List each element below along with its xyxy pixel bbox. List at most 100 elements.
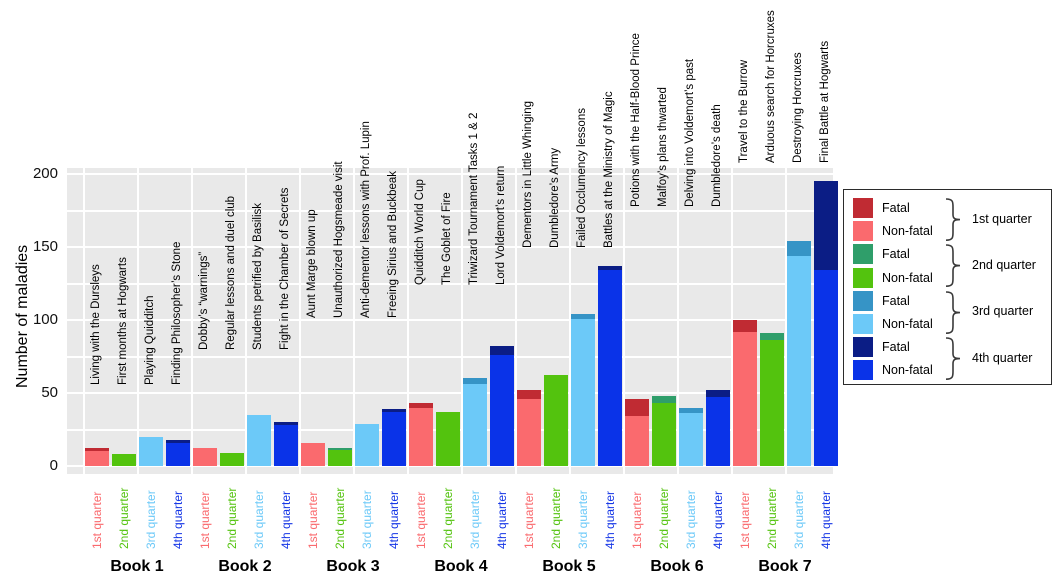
legend-swatch-q4-nonfatal xyxy=(853,360,873,381)
bar-book3-q2-nonfatal xyxy=(327,449,352,466)
gridline-y-100 xyxy=(67,319,833,321)
bar-book4-q4-fatal xyxy=(489,346,514,356)
gridline-x-13 xyxy=(785,168,787,474)
bar-book6-q2-nonfatal xyxy=(651,403,676,466)
episode-label-book2-q1: Dobby’s “warnings” xyxy=(197,251,210,350)
bar-book5-q4-fatal xyxy=(597,265,622,271)
book-label-6: Book 6 xyxy=(650,558,704,575)
bar-book6-q4-fatal xyxy=(705,390,730,398)
bar-book4-q2-nonfatal xyxy=(435,411,460,466)
gridline-y-150 xyxy=(67,246,833,248)
x-tick-book2-q2: 2nd quarter xyxy=(224,487,239,549)
y-tick-0: 0 xyxy=(49,457,58,474)
bar-book1-q1-nonfatal xyxy=(84,451,109,466)
bar-book3-q4-nonfatal xyxy=(381,411,406,466)
bar-book7-q3-nonfatal xyxy=(786,255,811,466)
book-label-3: Book 3 xyxy=(326,558,380,575)
bar-book7-q2-fatal xyxy=(759,333,784,341)
episode-label-book7-q3: Destroying Horcruxes xyxy=(791,52,804,163)
gridline-x-8 xyxy=(515,168,517,474)
legend-swatch-q1-nonfatal xyxy=(853,221,873,242)
bar-book2-q2-nonfatal xyxy=(219,452,244,466)
legend-quarter-4: 4th quarter xyxy=(972,350,1033,365)
bar-book5-q3-nonfatal xyxy=(570,318,595,466)
bar-book1-q2-nonfatal xyxy=(111,454,136,466)
legend-swatch-q1-fatal xyxy=(853,198,873,218)
bar-book5-q3-fatal xyxy=(570,314,595,319)
book-label-2: Book 2 xyxy=(218,558,272,575)
x-tick-book2-q4: 4th quarter xyxy=(278,490,293,549)
episode-label-book4-q1: Quidditch World Cup xyxy=(413,179,426,285)
bar-book7-q1-fatal xyxy=(732,320,757,332)
episode-label-book5-q3: Failed Occlumency lessons xyxy=(575,108,588,248)
episode-label-book6-q4: Dumbledore’s death xyxy=(710,104,723,207)
gridline-x-12 xyxy=(731,168,733,474)
x-tick-book4-q1: 1st quarter xyxy=(413,491,428,549)
x-tick-book5-q1: 1st quarter xyxy=(521,491,536,549)
gridline-x-9 xyxy=(569,168,571,474)
plot-area xyxy=(67,168,838,474)
y-tick-200: 200 xyxy=(32,165,58,182)
episode-label-book7-q2: Arduous search for Horcruxes xyxy=(764,10,777,163)
bar-book5-q1-nonfatal xyxy=(516,398,541,466)
legend-label-q4-nonfatal: Non-fatal xyxy=(882,363,933,378)
legend-brace-q2 xyxy=(945,244,961,288)
legend-swatch-q4-fatal xyxy=(853,337,873,358)
bar-book7-q4-nonfatal xyxy=(813,270,838,466)
gridline-y-125 xyxy=(67,282,833,285)
legend: Fatal Non-fatal 1st quarter Fatal Non-fatal 2… xyxy=(843,189,1052,385)
bar-book6-q1-nonfatal xyxy=(624,416,649,466)
bar-book3-q2-fatal xyxy=(327,448,352,450)
legend-swatch-q2-nonfatal xyxy=(853,267,873,288)
episode-label-book6-q2: Malfoy’s plans thwarted xyxy=(656,87,669,207)
episode-label-book3-q1: Aunt Marge blown up xyxy=(305,209,318,318)
book-label-4: Book 4 xyxy=(434,558,488,575)
x-tick-book1-q2: 2nd quarter xyxy=(116,487,131,549)
gridline-x-0 xyxy=(83,168,85,474)
legend-quarter-2: 2nd quarter xyxy=(972,258,1036,272)
book-label-7: Book 7 xyxy=(758,558,812,575)
x-tick-book1-q1: 1st quarter xyxy=(89,491,104,549)
bar-book2-q4-fatal xyxy=(273,422,298,426)
legend-label-q1-nonfatal: Non-fatal xyxy=(882,224,933,239)
bar-book6-q1-fatal xyxy=(624,398,649,417)
y-tick-150: 150 xyxy=(32,238,58,255)
legend-swatch-q3-fatal xyxy=(853,290,873,311)
bar-book7-q4-fatal xyxy=(813,181,838,271)
book-label-5: Book 5 xyxy=(542,558,596,575)
legend-quarter-3: 3rd quarter xyxy=(972,304,1034,319)
gridline-y-50 xyxy=(67,392,833,394)
x-tick-book4-q3: 3rd quarter xyxy=(467,490,482,549)
x-tick-book6-q3: 3rd quarter xyxy=(683,490,698,549)
x-tick-book7-q4: 4th quarter xyxy=(818,490,833,549)
x-tick-book5-q2: 2nd quarter xyxy=(548,487,563,549)
bar-book1-q4-fatal xyxy=(165,439,190,443)
gridline-x-5 xyxy=(353,168,355,474)
x-tick-book7-q3: 3rd quarter xyxy=(791,490,806,549)
gridline-x-10 xyxy=(623,168,625,474)
x-tick-book3-q2: 2nd quarter xyxy=(332,487,347,549)
gridline-x-11 xyxy=(677,168,679,474)
x-tick-book6-q1: 1st quarter xyxy=(629,491,644,549)
episode-label-book1-q2: First months at Hogwarts xyxy=(116,257,129,385)
bar-book1-q3-nonfatal xyxy=(138,436,163,466)
legend-label-q3-fatal: Fatal xyxy=(882,293,910,308)
episode-label-book5-q1: Dementors in Little Whinging xyxy=(521,100,534,248)
bar-book2-q1-nonfatal xyxy=(192,448,217,466)
legend-label-q2-fatal: Fatal xyxy=(882,247,910,262)
bar-book3-q3-nonfatal xyxy=(354,423,379,466)
episode-label-book3-q2: Unauthorized Hogsmeade visit xyxy=(332,161,345,318)
episode-label-book4-q4: Lord Voldemort’s return xyxy=(494,165,507,285)
episode-label-book1-q3: Playing Quidditch xyxy=(143,295,156,386)
bar-book6-q3-fatal xyxy=(678,407,703,414)
bar-book4-q1-fatal xyxy=(408,403,433,408)
gridline-x-7 xyxy=(461,168,463,474)
book-label-1: Book 1 xyxy=(110,558,164,575)
x-tick-book1-q4: 4th quarter xyxy=(170,490,185,549)
bar-book4-q3-fatal xyxy=(462,378,487,385)
episode-label-book2-q4: Fight in the Chamber of Secrets xyxy=(278,187,291,350)
y-tick-100: 100 xyxy=(32,311,58,328)
bar-book7-q1-nonfatal xyxy=(732,331,757,466)
episode-label-book7-q1: Travel to the Burrow xyxy=(737,59,750,163)
x-tick-book2-q3: 3rd quarter xyxy=(251,490,266,549)
